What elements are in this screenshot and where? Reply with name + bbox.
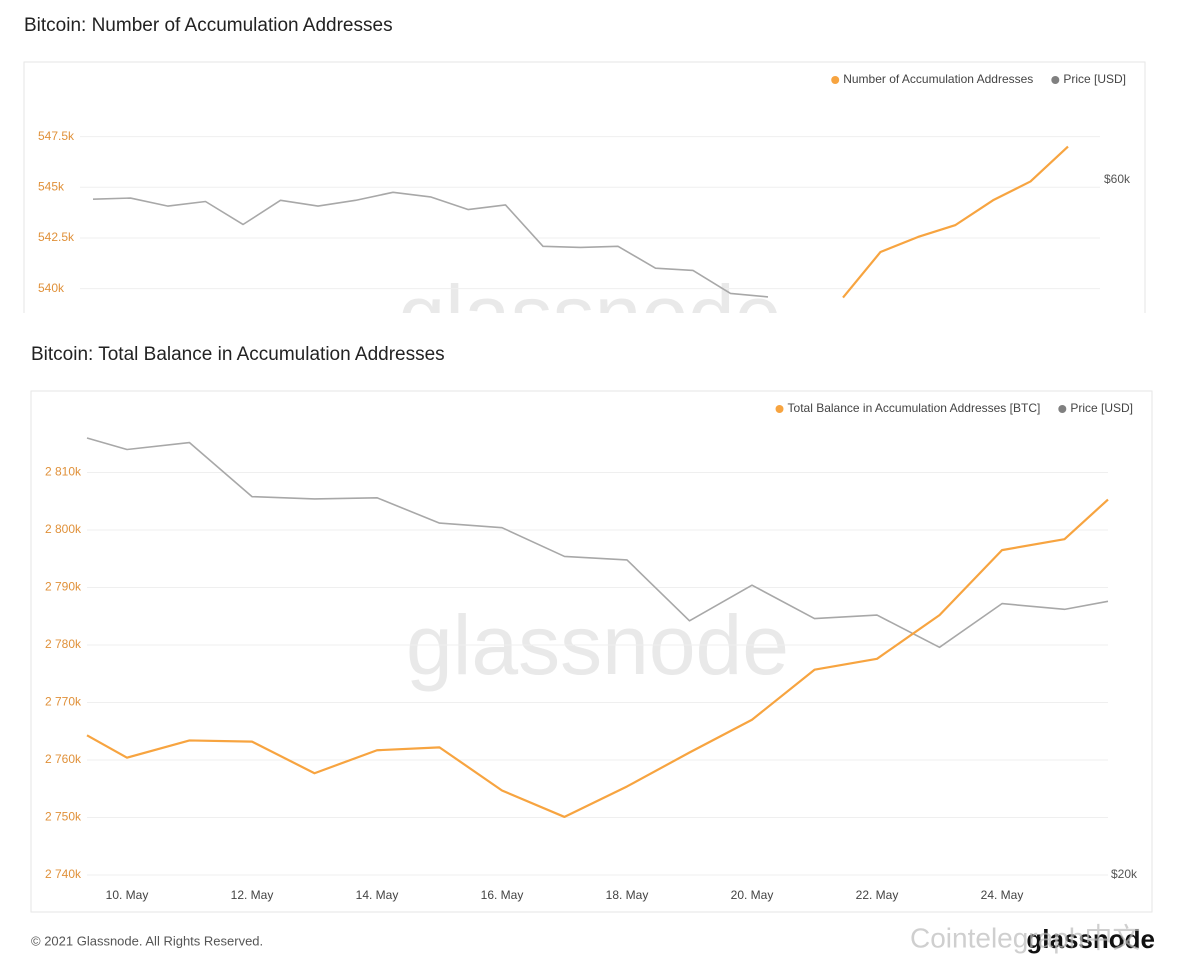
series-line [86, 498, 1109, 819]
legend-label: Price [USD] [1070, 401, 1133, 415]
legend-label: Total Balance in Accumulation Addresses … [788, 401, 1041, 415]
y-tick-label: 547.5k [38, 129, 75, 143]
y-tick-label: 2 780k [45, 637, 82, 651]
x-tick-label: 12. May [231, 888, 274, 902]
chart-title: Bitcoin: Number of Accumulation Addresse… [24, 15, 393, 36]
y2-tick-label: $60k [1104, 172, 1131, 186]
series-line [86, 437, 1109, 649]
panel [23, 61, 1146, 313]
legend-marker [1058, 405, 1067, 413]
legend-marker [831, 76, 840, 84]
y-tick-label: 2 770k [45, 695, 82, 709]
overlay-watermark: Cointelegraph中文 [910, 922, 1140, 953]
chart: Bitcoin: Total Balance in Accumulation A… [30, 344, 1153, 913]
y-tick-label: 2 800k [45, 522, 82, 536]
x-tick-label: 10. May [106, 888, 149, 902]
x-tick-label: 18. May [606, 888, 649, 902]
x-tick-label: 14. May [356, 888, 399, 902]
plot: glassnode [86, 437, 1109, 876]
plot: glassnode [80, 136, 1100, 362]
legend-marker [775, 405, 784, 413]
legend-label: Number of Accumulation Addresses [843, 72, 1033, 86]
series-line [842, 145, 1069, 299]
y-tick-label: 2 740k [45, 867, 82, 881]
y-tick-label: 545k [38, 179, 65, 193]
x-tick-label: 20. May [731, 888, 774, 902]
y2-tick-label: $20k [1111, 867, 1138, 881]
chart-title: Bitcoin: Total Balance in Accumulation A… [31, 344, 445, 365]
x-tick-label: 24. May [981, 888, 1024, 902]
x-tick-label: 16. May [481, 888, 524, 902]
y-tick-label: 2 760k [45, 752, 82, 766]
legend-label: Price [USD] [1063, 72, 1126, 86]
logo: glassnode [1026, 924, 1155, 954]
series-line [92, 191, 769, 298]
panel [30, 390, 1153, 913]
y-tick-label: 2 810k [45, 465, 82, 479]
x-tick-label: 22. May [856, 888, 899, 902]
copyright: © 2021 Glassnode. All Rights Reserved. [31, 933, 263, 948]
watermark: glassnode [399, 268, 782, 362]
legend-marker [1051, 76, 1060, 84]
chart: Bitcoin: Number of Accumulation Addresse… [23, 15, 1146, 362]
y-tick-label: 540k [38, 281, 65, 295]
y-tick-label: 2 750k [45, 810, 82, 824]
y-tick-label: 542.5k [38, 230, 75, 244]
y-tick-label: 2 790k [45, 580, 82, 594]
